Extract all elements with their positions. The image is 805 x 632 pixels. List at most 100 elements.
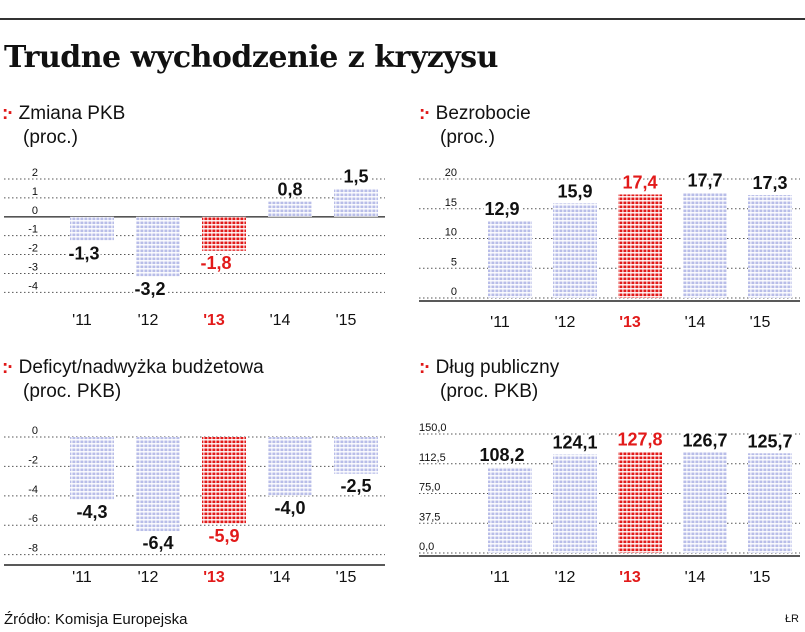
value-label: 125,7 — [747, 431, 792, 451]
bar-12 — [136, 216, 180, 278]
debt-chart-subtitle: (proc. PKB) — [440, 381, 539, 402]
value-label: 124,1 — [552, 433, 597, 453]
panel-marker-icon: :· — [419, 357, 431, 378]
y-tick-label: 0 — [32, 205, 38, 217]
value-label: -4,3 — [76, 502, 107, 522]
bar-14 — [268, 437, 312, 496]
value-label: 108,2 — [479, 445, 524, 465]
category-label: '15 — [336, 569, 357, 586]
panel-title-gdp: :· Zmiana PKB (proc.) — [2, 102, 125, 150]
category-label: '13 — [619, 314, 641, 331]
bar-11 — [488, 467, 532, 553]
category-label: '11 — [72, 312, 92, 329]
bar-15 — [334, 437, 378, 474]
category-label: '14 — [685, 314, 706, 331]
author-credit: ŁR — [784, 613, 799, 625]
debt-chart-title: Dług publiczny — [435, 357, 560, 378]
bar-12 — [553, 454, 597, 553]
y-tick-label: 20 — [445, 167, 457, 179]
y-tick-label: 2 — [32, 167, 38, 179]
bar-12 — [553, 203, 597, 298]
deficit-chart-subtitle: (proc. PKB) — [23, 381, 122, 402]
category-label: '11 — [490, 314, 510, 331]
bar-14 — [683, 452, 727, 553]
category-label: '15 — [336, 312, 357, 329]
y-tick-label: -3 — [28, 261, 38, 273]
value-label: -5,9 — [208, 526, 239, 546]
y-tick-label: -4 — [28, 484, 38, 496]
category-label: '11 — [72, 569, 92, 586]
top-rule — [0, 18, 805, 20]
value-label: 17,3 — [752, 173, 787, 193]
value-label: -4,0 — [274, 498, 305, 518]
bar-15 — [748, 453, 792, 553]
y-tick-label: 150,0 — [419, 422, 447, 434]
category-label: '15 — [750, 569, 771, 586]
category-label: '11 — [490, 569, 510, 586]
panel-marker-icon: :· — [419, 103, 431, 124]
panel-title-debt: :· Dług publiczny (proc. PKB) — [419, 356, 559, 404]
value-label: 126,7 — [682, 430, 727, 450]
panel-marker-icon: :· — [2, 357, 14, 378]
y-tick-label: 5 — [451, 256, 457, 268]
public-debt-chart: 150,0 112,5 75,0 37,5 0,0 108,2 '11 124,1 '12 127… — [419, 422, 800, 586]
value-label: 1,5 — [343, 166, 368, 186]
panel-marker-icon: :· — [2, 103, 14, 124]
source-note: Źródło: Komisja Europejska — [4, 611, 188, 628]
unemployment-chart-subtitle: (proc.) — [440, 127, 495, 148]
gdp-chart-subtitle: (proc.) — [23, 127, 78, 148]
category-label: '13 — [203, 569, 225, 586]
y-tick-label: 0,0 — [419, 541, 434, 553]
value-label: 17,4 — [622, 172, 657, 192]
y-tick-label: -6 — [28, 513, 38, 525]
panel-title-unemployment: :· Bezrobocie (proc.) — [419, 102, 531, 150]
y-tick-label: -2 — [28, 454, 38, 466]
panel-title-deficit: :· Deficyt/nadwyżka budżetowa (proc. PKB) — [2, 356, 264, 404]
bar-11 — [70, 437, 114, 501]
bar-11 — [70, 216, 114, 242]
y-tick-label: 10 — [445, 227, 457, 239]
y-tick-label: -4 — [28, 280, 38, 292]
category-label: '15 — [750, 314, 771, 331]
y-tick-label: 0 — [451, 286, 457, 298]
y-tick-label: 1 — [32, 186, 38, 198]
value-label: 17,7 — [687, 171, 722, 191]
bar-15 — [334, 188, 378, 217]
y-tick-label: -8 — [28, 543, 38, 555]
unemployment-chart: 20 15 10 5 0 12,9 '11 15,9 '12 17,4 '13 17,7 '14 17,3… — [419, 167, 800, 331]
bar-13 — [202, 216, 246, 251]
category-label: '12 — [555, 314, 576, 331]
category-label: '12 — [138, 569, 159, 586]
value-label: 15,9 — [557, 181, 592, 201]
y-tick-label: -2 — [28, 243, 38, 255]
bar-12 — [136, 437, 180, 532]
category-label: '12 — [138, 312, 159, 329]
bar-11 — [488, 221, 532, 298]
value-label: -1,8 — [200, 253, 231, 273]
y-tick-label: 15 — [445, 197, 457, 209]
category-label: '13 — [203, 312, 225, 329]
category-label: '12 — [555, 569, 576, 586]
y-tick-label: 37,5 — [419, 511, 440, 523]
bar-13 — [618, 451, 662, 553]
value-label: -1,3 — [68, 243, 99, 263]
gdp-chart-title: Zmiana PKB — [18, 103, 126, 124]
value-label: -6,4 — [142, 533, 173, 553]
y-tick-label: -1 — [28, 224, 38, 236]
bar-14 — [268, 201, 312, 217]
value-label: 0,8 — [277, 180, 302, 200]
value-label: -2,5 — [340, 476, 371, 496]
category-label: '14 — [685, 569, 706, 586]
bar-14 — [683, 192, 727, 298]
category-label: '14 — [270, 569, 291, 586]
category-label: '14 — [270, 312, 291, 329]
value-label: 127,8 — [617, 430, 662, 450]
y-tick-label: 75,0 — [419, 482, 440, 494]
category-label: '13 — [619, 569, 641, 586]
value-label: -3,2 — [134, 279, 165, 299]
bar-15 — [748, 195, 792, 298]
infographic-title: Trudne wychodzenie z kryzysu — [4, 40, 498, 75]
deficit-chart-title: Deficyt/nadwyżka budżetowa — [18, 357, 264, 378]
bar-13 — [618, 194, 662, 298]
value-label: 12,9 — [484, 199, 519, 219]
